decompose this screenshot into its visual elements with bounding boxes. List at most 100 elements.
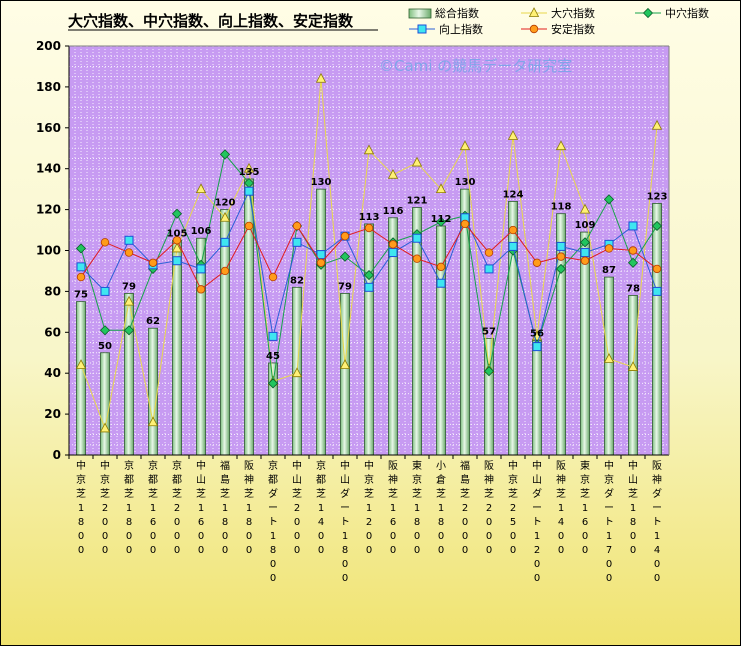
- x-tick-label: 阪神芝 1 4 0 0: [556, 459, 566, 556]
- point-marker: [75, 359, 87, 369]
- point-marker: [484, 264, 494, 274]
- point-marker: [220, 237, 230, 247]
- y-tick-label: 20: [44, 407, 61, 421]
- point-marker: [100, 286, 110, 296]
- bar-value-label: 118: [551, 202, 572, 213]
- point-marker: [604, 244, 614, 253]
- point-marker: [388, 248, 398, 258]
- point-marker: [627, 361, 639, 371]
- point-marker: [652, 264, 662, 274]
- bar: [652, 203, 662, 456]
- point-marker: [292, 221, 302, 231]
- point-marker: [555, 263, 567, 274]
- bar: [148, 327, 158, 456]
- bar: [76, 301, 86, 456]
- point-marker: [267, 378, 279, 389]
- bar: [244, 178, 254, 456]
- point-marker: [364, 282, 374, 292]
- point-marker: [417, 24, 427, 34]
- legend-label: 向上指数: [439, 22, 483, 36]
- y-tick-label: 60: [44, 325, 61, 339]
- point-marker: [484, 248, 494, 257]
- x-tick-label: 阪神ダート 1 4 0 0: [652, 459, 662, 584]
- x-tick-label: 福島芝 2 0 0 0: [460, 459, 470, 556]
- bar-value-label: 112: [431, 214, 452, 225]
- point-marker: [363, 269, 375, 281]
- y-tick-label: 80: [44, 284, 61, 298]
- point-marker: [603, 194, 615, 205]
- point-marker: [171, 242, 183, 253]
- bar: [100, 352, 110, 456]
- bar-value-label: 135: [239, 167, 260, 178]
- bar-value-label: 82: [290, 275, 304, 286]
- point-marker: [99, 422, 111, 433]
- bar-value-label: 121: [407, 196, 428, 207]
- point-marker: [147, 416, 159, 427]
- x-tick-label: 京都芝 1 8 0 0: [124, 459, 134, 556]
- x-tick-label: 京都芝 1 6 0 0: [148, 459, 158, 556]
- point-marker: [219, 149, 231, 160]
- point-marker: [315, 72, 327, 83]
- legend-label: 中穴指数: [665, 6, 709, 20]
- point-marker: [529, 24, 539, 34]
- x-tick-label: 京都ダート 1 8 0 0: [268, 459, 278, 584]
- x-tick-label: 阪神芝 1 8 0 0: [244, 459, 254, 556]
- point-marker: [316, 258, 326, 267]
- point-marker: [100, 238, 110, 247]
- point-marker: [412, 254, 422, 263]
- legend-label: 安定指数: [551, 22, 595, 36]
- y-tick-labels: 0 20 40 60 80 100 120 140 160 180 200: [36, 39, 61, 462]
- point-marker: [460, 219, 470, 229]
- point-marker: [76, 262, 86, 272]
- point-marker: [628, 246, 638, 255]
- bar-value-label: 45: [266, 351, 280, 362]
- point-marker: [556, 241, 566, 251]
- bar: [508, 201, 518, 456]
- point-marker: [528, 7, 540, 17]
- bar-value-label: 50: [98, 341, 112, 352]
- point-marker: [124, 248, 134, 257]
- bar: [316, 188, 326, 456]
- bar: [628, 295, 638, 456]
- point-marker: [124, 235, 134, 245]
- y-tick-label: 160: [36, 121, 61, 135]
- point-marker: [412, 233, 422, 243]
- line-series-circle: [76, 219, 662, 294]
- bar-value-label: 78: [626, 283, 640, 294]
- point-marker: [364, 223, 374, 233]
- point-marker: [244, 221, 254, 231]
- y-tick-label: 40: [44, 366, 61, 380]
- bar-value-label: 130: [311, 177, 332, 188]
- point-marker: [651, 119, 663, 130]
- legend-swatch: [408, 8, 432, 19]
- point-marker: [196, 264, 206, 274]
- bar-value-label: 79: [122, 281, 136, 292]
- point-marker: [291, 367, 303, 378]
- x-tick-label: 中京ダート 1 7 0 0: [604, 459, 614, 584]
- legend-item: 総合指数: [408, 6, 479, 20]
- point-marker: [316, 250, 326, 260]
- point-marker: [555, 140, 567, 151]
- x-tick-label: 中山ダート 1 8 0 0: [340, 459, 350, 584]
- point-marker: [411, 156, 423, 167]
- legend-item: 大穴指数: [521, 6, 595, 20]
- x-tick-label: 中京芝 2 0 0 0: [100, 459, 110, 556]
- bar-value-label: 106: [191, 226, 212, 237]
- y-tick-label: 180: [36, 80, 61, 94]
- x-tick-label: 中山芝 2 0 0 0: [292, 459, 302, 556]
- bar-value-label: 123: [647, 191, 668, 202]
- point-marker: [628, 221, 638, 231]
- bar-value-label: 56: [530, 328, 544, 339]
- point-marker: [123, 295, 135, 306]
- point-marker: [339, 251, 351, 262]
- point-marker: [220, 266, 230, 276]
- y-tick-label: 120: [36, 203, 61, 217]
- point-marker: [339, 359, 351, 369]
- x-tick-label: 阪神芝 1 6 0 0: [388, 459, 398, 556]
- x-tick-label: 中山ダート 1 2 0 0: [532, 459, 542, 584]
- point-marker: [651, 220, 663, 232]
- point-marker: [268, 331, 278, 341]
- line-series: [75, 72, 663, 433]
